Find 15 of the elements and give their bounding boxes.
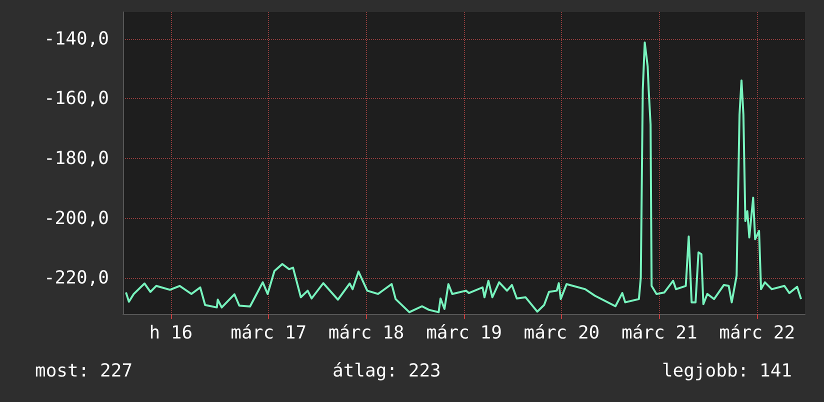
x-tick-label: márc 22	[719, 322, 796, 344]
x-tick-label: márc 17	[230, 322, 307, 344]
text: most: 227	[35, 360, 133, 382]
x-tick-label: márc 18	[328, 322, 404, 344]
text: átlag: 223	[332, 360, 441, 382]
x-tick-label: márc 19	[426, 322, 502, 344]
y-tick-label: -220,0	[44, 268, 109, 289]
y-tick-label: -180,0	[44, 148, 109, 170]
text: legjobb: 141	[662, 360, 792, 382]
x-tick-label: márc 20	[524, 322, 600, 344]
y-tick-label: -140,0	[44, 28, 109, 50]
x-tick-label: h 16	[149, 322, 193, 344]
x-tick-label: márc 21	[621, 322, 698, 344]
y-tick-label: -200,0	[44, 208, 109, 229]
y-tick-label: -160,0	[44, 88, 109, 110]
